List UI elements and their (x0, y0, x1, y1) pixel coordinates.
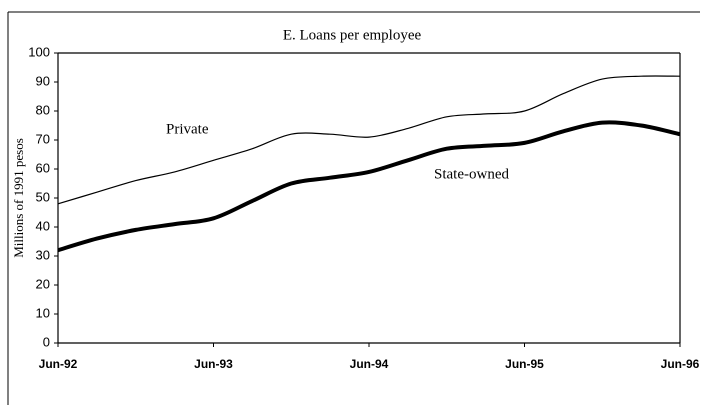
series-label: Private (166, 121, 209, 137)
y-tick-label: 90 (36, 73, 50, 88)
x-tick-label: Jun-92 (39, 357, 78, 371)
chart-title: E. Loans per employee (283, 27, 422, 43)
series-line (57, 120, 681, 253)
x-tick-label: Jun-96 (661, 357, 700, 371)
y-tick-label: 60 (36, 160, 50, 175)
y-tick-label: 70 (36, 131, 50, 146)
y-tick-label: 20 (36, 276, 50, 291)
y-tick-label: 10 (36, 305, 50, 320)
series-label: State-owned (434, 166, 509, 182)
y-tick-label: 100 (28, 44, 50, 59)
y-axis-label: Millions of 1991 pesos (11, 138, 26, 258)
y-tick-label: 80 (36, 102, 50, 117)
y-tick-label: 50 (36, 189, 50, 204)
y-tick-label: 0 (43, 334, 50, 349)
series-line (57, 75, 681, 205)
x-tick-label: Jun-93 (194, 357, 233, 371)
x-tick-label: Jun-94 (350, 357, 389, 371)
y-tick-label: 40 (36, 218, 50, 233)
y-tick-label: 30 (36, 247, 50, 262)
x-tick-label: Jun-95 (505, 357, 544, 371)
